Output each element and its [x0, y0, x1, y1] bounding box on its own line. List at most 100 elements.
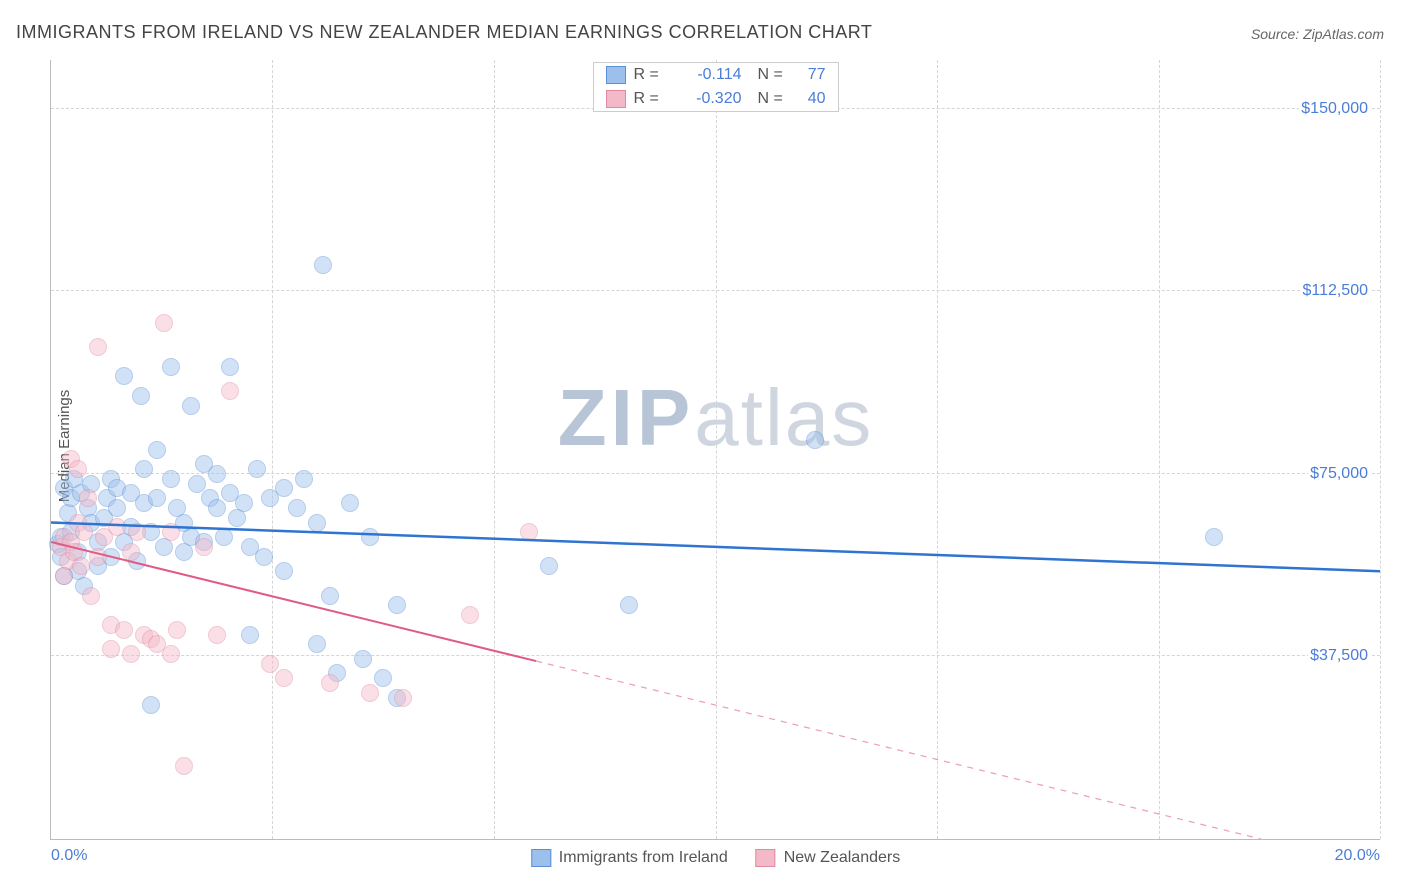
data-point-series-1 — [162, 523, 180, 541]
watermark-zip: ZIP — [558, 373, 694, 462]
data-point-series-1 — [155, 314, 173, 332]
data-point-series-0 — [255, 548, 273, 566]
data-point-series-1 — [162, 645, 180, 663]
data-point-series-0 — [540, 557, 558, 575]
data-point-series-1 — [394, 689, 412, 707]
data-point-series-1 — [175, 757, 193, 775]
data-point-series-0 — [148, 489, 166, 507]
x-gridline — [1380, 60, 1381, 839]
legend-row-series-1: R = -0.320 N = 40 — [594, 87, 838, 111]
data-point-series-1 — [128, 523, 146, 541]
legend-item-1: New Zealanders — [756, 849, 901, 867]
data-point-series-1 — [520, 523, 538, 541]
data-point-series-0 — [135, 460, 153, 478]
data-point-series-1 — [75, 523, 93, 541]
data-point-series-0 — [221, 358, 239, 376]
data-point-series-1 — [261, 655, 279, 673]
data-point-series-0 — [361, 528, 379, 546]
data-point-series-0 — [354, 650, 372, 668]
scatter-plot-area: ZIPatlas R = -0.114 N = 77 R = -0.320 N … — [50, 60, 1380, 840]
data-point-series-0 — [620, 596, 638, 614]
data-point-series-0 — [288, 499, 306, 517]
legend-swatch-b0 — [531, 849, 551, 867]
data-point-series-0 — [341, 494, 359, 512]
data-point-series-1 — [89, 338, 107, 356]
x-gridline — [937, 60, 938, 839]
y-tick-label: $112,500 — [1300, 282, 1370, 300]
legend-swatch-b1 — [756, 849, 776, 867]
x-gridline — [716, 60, 717, 839]
watermark-atlas: atlas — [694, 373, 873, 462]
data-point-series-1 — [221, 382, 239, 400]
data-point-series-0 — [148, 441, 166, 459]
r-value-0: -0.114 — [672, 66, 742, 84]
data-point-series-1 — [102, 640, 120, 658]
x-tick-label: 20.0% — [1335, 847, 1380, 865]
series-legend: Immigrants from Ireland New Zealanders — [531, 849, 900, 867]
data-point-series-1 — [208, 626, 226, 644]
data-point-series-0 — [132, 387, 150, 405]
data-point-series-0 — [208, 499, 226, 517]
x-gridline — [1159, 60, 1160, 839]
data-point-series-0 — [115, 367, 133, 385]
data-point-series-0 — [275, 479, 293, 497]
x-gridline — [494, 60, 495, 839]
data-point-series-1 — [79, 489, 97, 507]
r-label: R = — [634, 66, 664, 84]
data-point-series-0 — [321, 587, 339, 605]
data-point-series-1 — [122, 645, 140, 663]
legend-label-1: New Zealanders — [784, 849, 901, 867]
data-point-series-1 — [361, 684, 379, 702]
data-point-series-0 — [308, 635, 326, 653]
data-point-series-0 — [188, 475, 206, 493]
data-point-series-0 — [248, 460, 266, 478]
legend-item-0: Immigrants from Ireland — [531, 849, 728, 867]
data-point-series-1 — [195, 538, 213, 556]
data-point-series-0 — [275, 562, 293, 580]
data-point-series-0 — [295, 470, 313, 488]
data-point-series-1 — [115, 621, 133, 639]
data-point-series-0 — [162, 358, 180, 376]
data-point-series-0 — [374, 669, 392, 687]
y-tick-label: $150,000 — [1299, 100, 1370, 118]
data-point-series-1 — [321, 674, 339, 692]
data-point-series-1 — [275, 669, 293, 687]
legend-swatch-1 — [606, 90, 626, 108]
data-point-series-1 — [168, 621, 186, 639]
r-label: R = — [634, 90, 664, 108]
data-point-series-1 — [89, 548, 107, 566]
n-label: N = — [758, 66, 788, 84]
correlation-legend: R = -0.114 N = 77 R = -0.320 N = 40 — [593, 62, 839, 112]
y-tick-label: $75,000 — [1308, 465, 1370, 483]
data-point-series-0 — [235, 494, 253, 512]
data-point-series-0 — [142, 696, 160, 714]
legend-row-series-0: R = -0.114 N = 77 — [594, 63, 838, 87]
data-point-series-0 — [314, 256, 332, 274]
data-point-series-0 — [806, 431, 824, 449]
source-attribution: Source: ZipAtlas.com — [1251, 26, 1384, 42]
chart-title: IMMIGRANTS FROM IRELAND VS NEW ZEALANDER… — [16, 22, 872, 43]
legend-label-0: Immigrants from Ireland — [559, 849, 728, 867]
data-point-series-0 — [388, 596, 406, 614]
data-point-series-0 — [208, 465, 226, 483]
data-point-series-0 — [108, 499, 126, 517]
data-point-series-1 — [72, 557, 90, 575]
y-tick-label: $37,500 — [1308, 647, 1370, 665]
n-value-1: 40 — [796, 90, 826, 108]
data-point-series-1 — [82, 587, 100, 605]
n-label: N = — [758, 90, 788, 108]
data-point-series-1 — [122, 543, 140, 561]
n-value-0: 77 — [796, 66, 826, 84]
x-tick-label: 0.0% — [51, 847, 87, 865]
data-point-series-1 — [69, 460, 87, 478]
data-point-series-0 — [182, 397, 200, 415]
r-value-1: -0.320 — [672, 90, 742, 108]
legend-swatch-0 — [606, 66, 626, 84]
data-point-series-1 — [461, 606, 479, 624]
data-point-series-0 — [1205, 528, 1223, 546]
data-point-series-0 — [241, 626, 259, 644]
x-gridline — [272, 60, 273, 839]
data-point-series-0 — [308, 514, 326, 532]
data-point-series-0 — [162, 470, 180, 488]
data-point-series-1 — [108, 518, 126, 536]
